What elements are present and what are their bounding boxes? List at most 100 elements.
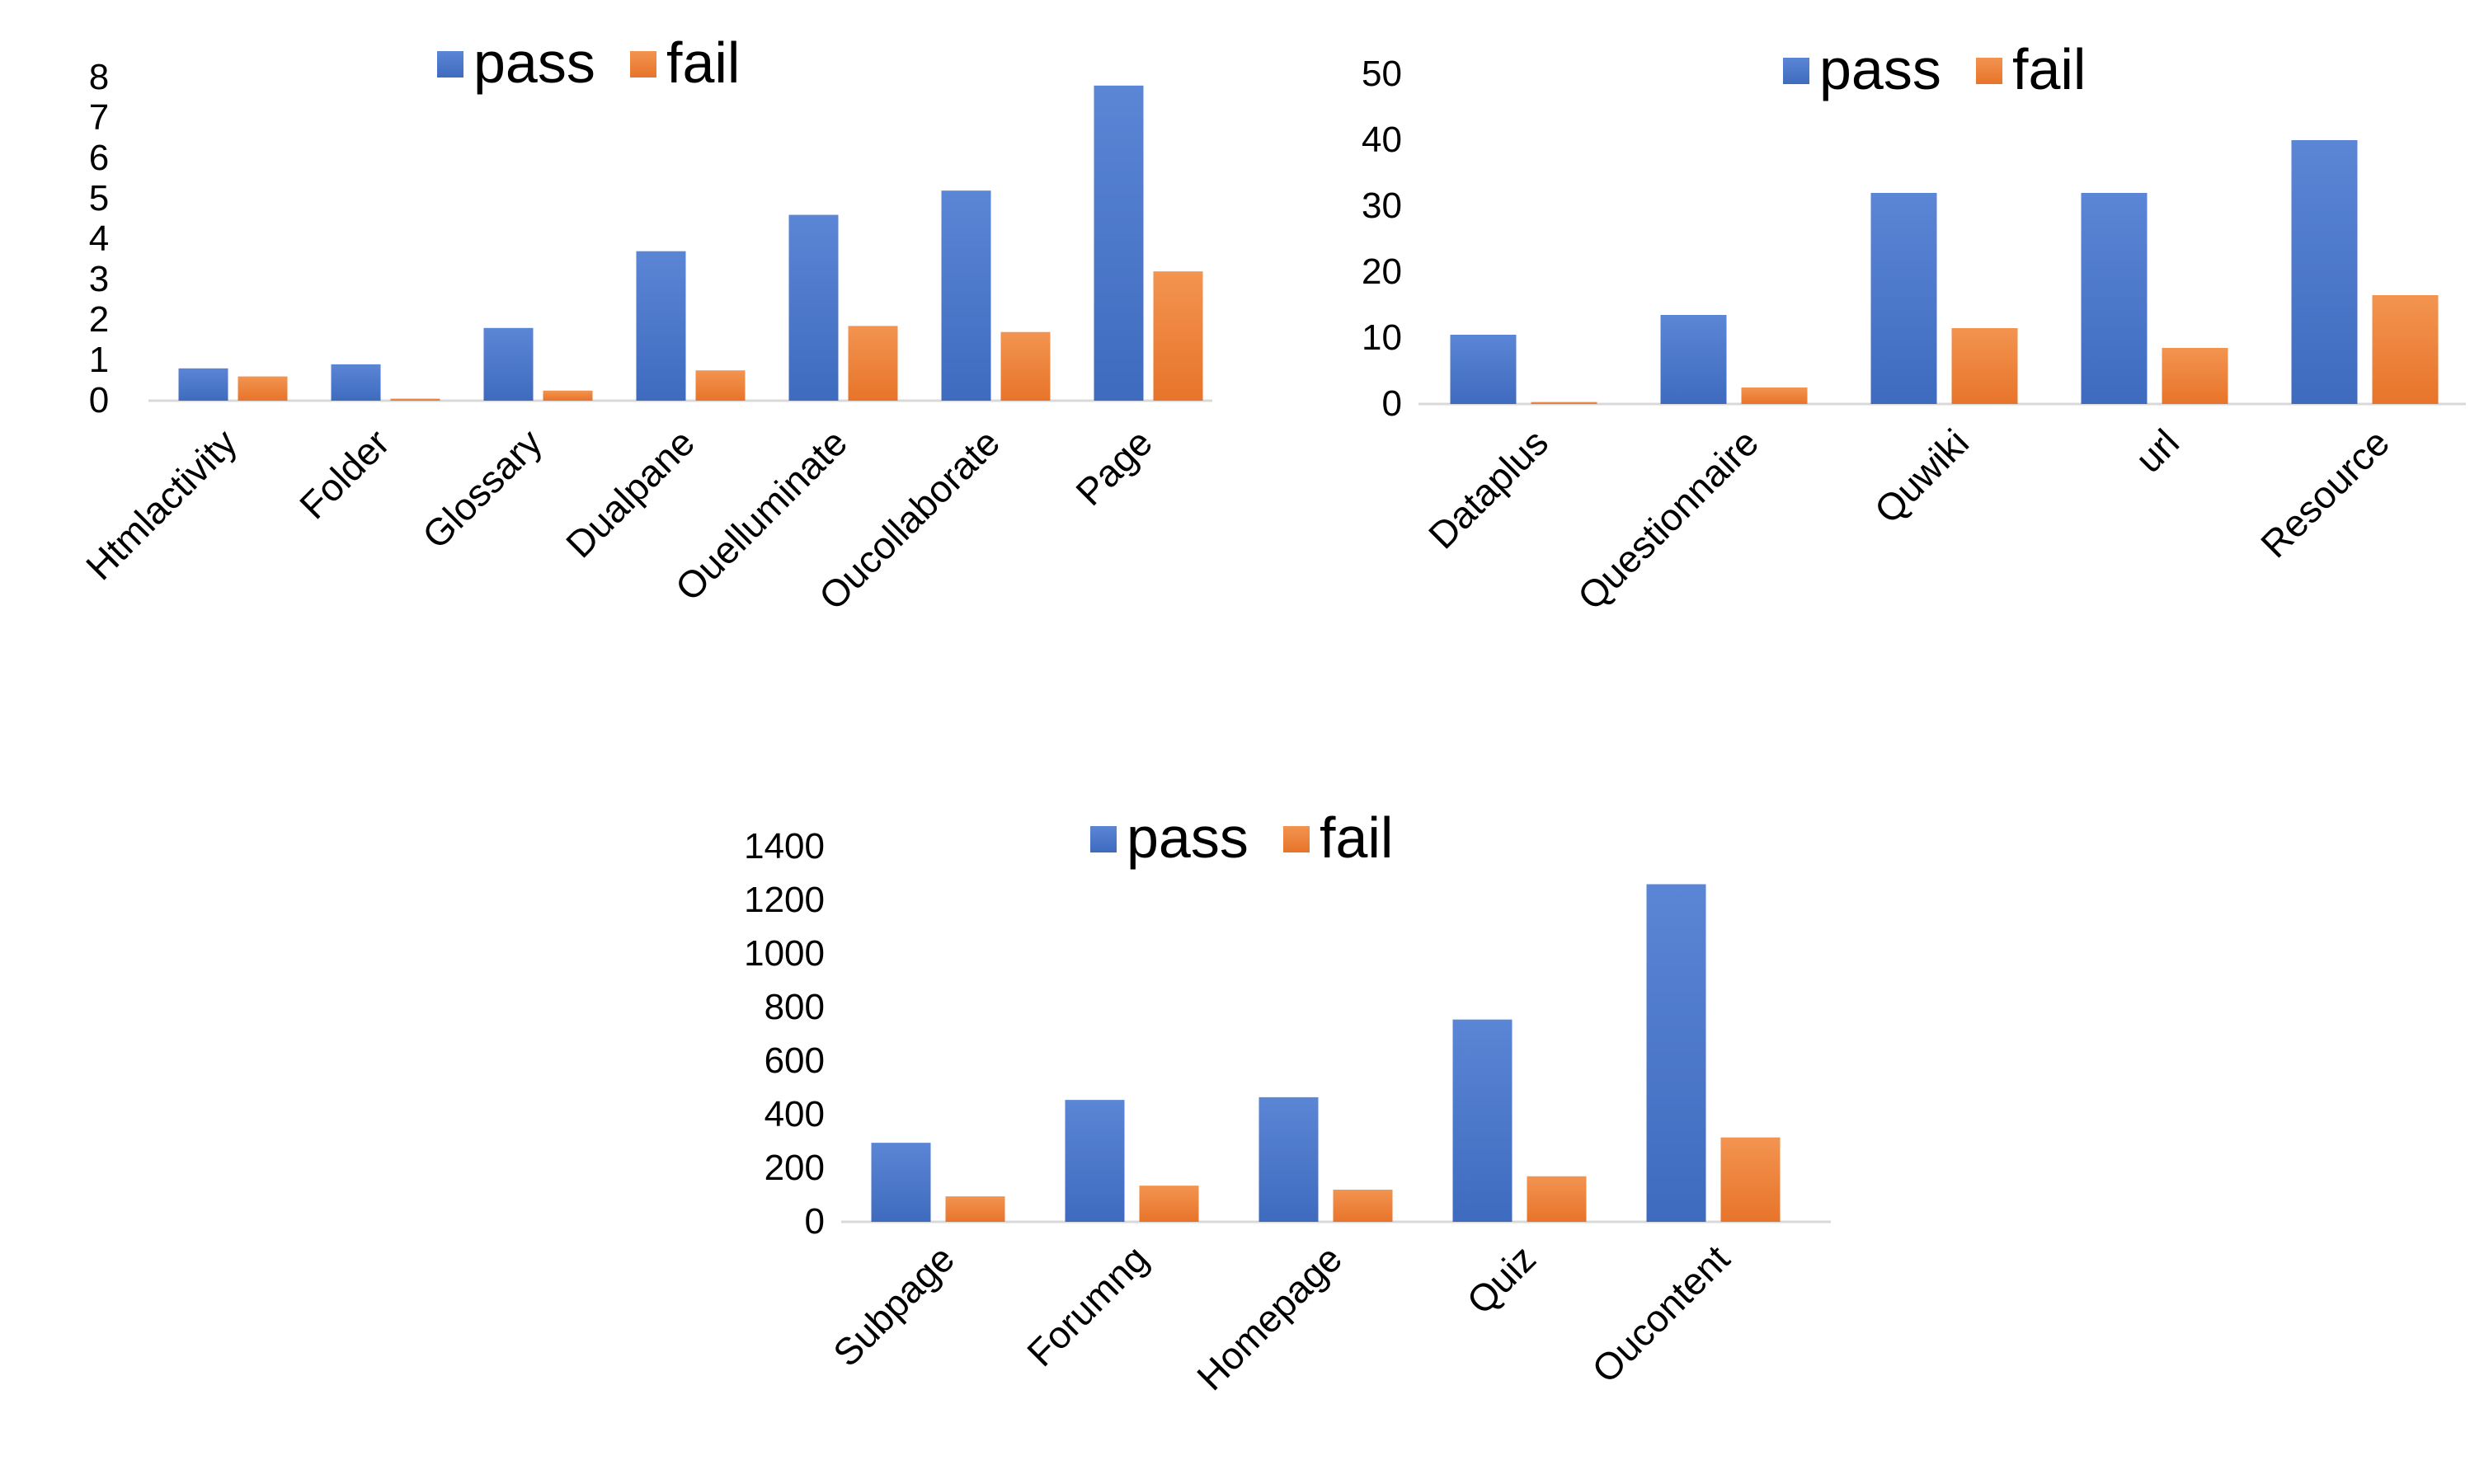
bar-fail bbox=[1527, 1176, 1587, 1222]
bar-fail bbox=[1531, 402, 1597, 404]
bar-pass bbox=[1065, 1100, 1125, 1222]
legend-fail-label: fail bbox=[2012, 37, 2086, 101]
x-tick-label: Questionnaire bbox=[1569, 420, 1767, 618]
bar-fail bbox=[945, 1196, 1005, 1222]
bar-pass bbox=[788, 214, 839, 401]
legend-pass-swatch bbox=[1783, 58, 1809, 84]
chart-1-y-ticks: 0 1 2 3 4 5 6 7 8 bbox=[89, 57, 109, 420]
y-tick-label: 400 bbox=[764, 1094, 825, 1134]
bar-pass bbox=[483, 327, 534, 401]
x-tick-label: Page bbox=[1067, 420, 1160, 514]
legend-fail-label: fail bbox=[666, 31, 740, 95]
chart-2-x-labels: Dataplus Questionnaire Quwiki url Resour… bbox=[1420, 420, 2397, 618]
chart-3: pass fail 0 200 400 600 800 1000 1200 14… bbox=[744, 805, 1831, 1398]
x-tick-label: Quiz bbox=[1458, 1237, 1544, 1322]
y-tick-label: 0 bbox=[1382, 383, 1402, 424]
bar-pass bbox=[871, 1143, 931, 1222]
bar-pass bbox=[941, 190, 991, 401]
bar-pass bbox=[1870, 193, 1937, 404]
x-tick-label: Quwiki bbox=[1866, 420, 1977, 531]
y-tick-label: 5 bbox=[89, 178, 109, 218]
x-tick-label: url bbox=[2127, 420, 2187, 481]
chart-1-legend: pass fail bbox=[437, 31, 740, 95]
x-tick-label: Dualpane bbox=[557, 420, 703, 566]
y-tick-label: 7 bbox=[89, 97, 109, 138]
chart-2-y-ticks: 0 10 20 30 40 50 bbox=[1362, 54, 1402, 424]
bar-fail bbox=[1153, 271, 1203, 401]
chart-3-y-ticks: 0 200 400 600 800 1000 1200 1400 bbox=[744, 826, 825, 1242]
y-tick-label: 20 bbox=[1362, 251, 1402, 292]
legend-pass-swatch bbox=[437, 51, 463, 77]
legend-fail-label: fail bbox=[1320, 805, 1393, 870]
y-tick-label: 1400 bbox=[744, 826, 825, 866]
x-tick-label: Glossary bbox=[414, 420, 550, 556]
legend-fail-swatch bbox=[630, 51, 656, 77]
x-tick-label: Oucontent bbox=[1583, 1237, 1738, 1391]
y-tick-label: 10 bbox=[1362, 317, 1402, 358]
bar-pass bbox=[2291, 140, 2358, 404]
bar-fail bbox=[1000, 331, 1051, 401]
legend-fail-swatch bbox=[1283, 826, 1310, 852]
y-tick-label: 0 bbox=[805, 1201, 825, 1242]
bar-pass bbox=[636, 251, 686, 401]
bar-pass bbox=[1452, 1019, 1513, 1222]
chart-1-x-labels: Htmlactivity Folder Glossary Dualpane Ou… bbox=[78, 420, 1160, 618]
legend-pass-label: pass bbox=[1819, 37, 1941, 101]
x-tick-label: Homepage bbox=[1188, 1237, 1350, 1398]
chart-3-bars bbox=[871, 884, 1781, 1222]
y-tick-label: 50 bbox=[1362, 54, 1402, 94]
bar-fail bbox=[1139, 1186, 1199, 1222]
x-tick-label: Htmlactivity bbox=[78, 420, 245, 588]
y-tick-label: 1000 bbox=[744, 933, 825, 974]
y-tick-label: 2 bbox=[89, 299, 109, 340]
bar-pass bbox=[1094, 85, 1144, 402]
legend-pass-label: pass bbox=[1127, 805, 1249, 870]
y-tick-label: 800 bbox=[764, 987, 825, 1027]
chart-2-legend: pass fail bbox=[1783, 37, 2086, 101]
y-tick-label: 0 bbox=[89, 380, 109, 420]
bar-fail bbox=[2372, 295, 2439, 404]
bar-pass bbox=[1660, 315, 1727, 404]
bar-fail bbox=[238, 376, 288, 401]
y-tick-label: 200 bbox=[764, 1148, 825, 1188]
bar-pass bbox=[1258, 1097, 1319, 1222]
y-tick-label: 4 bbox=[89, 218, 109, 259]
legend-fail-swatch bbox=[1976, 58, 2002, 84]
y-tick-label: 30 bbox=[1362, 186, 1402, 226]
x-tick-label: Forumng bbox=[1019, 1237, 1156, 1374]
y-tick-label: 40 bbox=[1362, 120, 1402, 160]
bar-pass bbox=[1450, 335, 1517, 404]
x-tick-label: Subpage bbox=[825, 1237, 962, 1374]
bar-fail bbox=[543, 390, 593, 401]
bar-pass bbox=[178, 368, 228, 401]
chart-3-x-labels: Subpage Forumng Homepage Quiz Oucontent bbox=[825, 1237, 1738, 1398]
legend-pass-label: pass bbox=[473, 31, 595, 95]
legend-pass-swatch bbox=[1090, 826, 1117, 852]
x-tick-label: Resource bbox=[2252, 420, 2397, 566]
chart-1: pass fail 0 1 2 3 4 5 6 7 8 bbox=[78, 31, 1212, 618]
chart-2: pass fail 0 10 20 30 40 50 Dataplus bbox=[1362, 37, 2466, 618]
y-tick-label: 600 bbox=[764, 1040, 825, 1081]
chart-1-bars bbox=[178, 85, 1203, 402]
bar-fail bbox=[1720, 1137, 1781, 1222]
bar-pass bbox=[2081, 193, 2148, 404]
chart-2-bars bbox=[1450, 140, 2439, 404]
y-tick-label: 3 bbox=[89, 259, 109, 299]
chart-3-legend: pass fail bbox=[1090, 805, 1393, 870]
y-tick-label: 6 bbox=[89, 138, 109, 178]
bar-fail bbox=[695, 370, 746, 401]
y-tick-label: 1 bbox=[89, 340, 109, 380]
x-tick-label: Dataplus bbox=[1420, 420, 1556, 556]
bar-fail bbox=[390, 398, 440, 401]
bar-fail bbox=[1741, 387, 1808, 404]
y-tick-label: 1200 bbox=[744, 880, 825, 920]
x-tick-label: Folder bbox=[291, 420, 398, 527]
bar-pass bbox=[331, 364, 381, 401]
bar-fail bbox=[848, 326, 898, 401]
bar-fail bbox=[2162, 348, 2228, 404]
bar-pass bbox=[1646, 884, 1706, 1222]
bar-fail bbox=[1951, 328, 2018, 404]
bar-fail bbox=[1333, 1190, 1393, 1222]
y-tick-label: 8 bbox=[89, 57, 109, 97]
